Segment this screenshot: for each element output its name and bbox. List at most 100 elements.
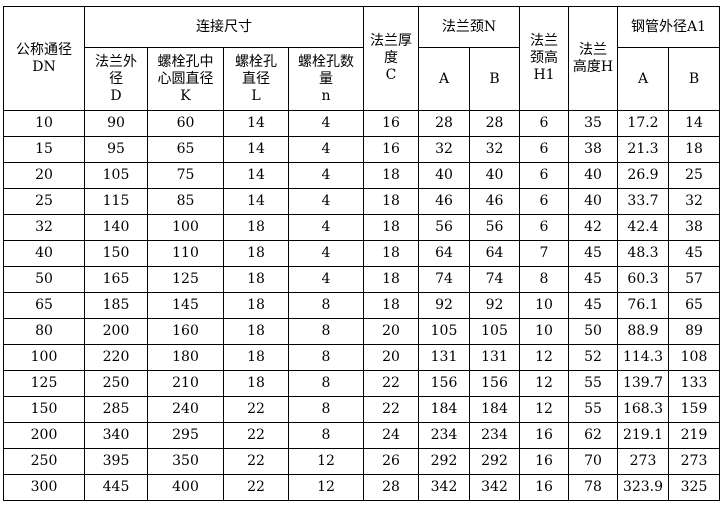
table-cell: 74 bbox=[469, 266, 520, 293]
table-cell: 32 bbox=[668, 188, 720, 215]
table-cell: 22 bbox=[223, 422, 289, 449]
table-cell: 234 bbox=[469, 422, 520, 449]
table-cell: 184 bbox=[418, 396, 470, 423]
table-row: 20 105 75 14 4 18 40 40 6 40 26.9 25 bbox=[3, 162, 720, 189]
table-cell: 105 bbox=[469, 318, 520, 345]
table-cell: 18 bbox=[363, 240, 419, 267]
table-cell: 125 bbox=[147, 266, 224, 293]
table-cell: 10 bbox=[3, 110, 85, 137]
table-cell: 18 bbox=[223, 292, 289, 319]
table-cell: 46 bbox=[418, 188, 470, 215]
table-cell: 14 bbox=[223, 136, 289, 163]
table-cell: 32 bbox=[469, 136, 520, 163]
table-cell: 45 bbox=[568, 292, 618, 319]
table-cell: 12 bbox=[519, 370, 569, 397]
header-neck-b: B bbox=[469, 47, 520, 111]
table-cell: 8 bbox=[288, 292, 364, 319]
table-cell: 168.3 bbox=[617, 396, 669, 423]
table-cell: 16 bbox=[519, 422, 569, 449]
header-pipe-od: 钢管外径A1 bbox=[617, 6, 720, 48]
table-cell: 18 bbox=[363, 188, 419, 215]
table-cell: 45 bbox=[568, 266, 618, 293]
table-cell: 42.4 bbox=[617, 214, 669, 241]
table-cell: 16 bbox=[519, 474, 569, 501]
table-cell: 6 bbox=[519, 110, 569, 137]
table-cell: 52 bbox=[568, 344, 618, 371]
table-cell: 55 bbox=[568, 396, 618, 423]
table-cell: 200 bbox=[3, 422, 85, 449]
table-cell: 20 bbox=[363, 344, 419, 371]
table-cell: 150 bbox=[3, 396, 85, 423]
table-cell: 7 bbox=[519, 240, 569, 267]
header-pipe-a: A bbox=[617, 47, 669, 111]
table-cell: 250 bbox=[3, 448, 85, 475]
table-cell: 445 bbox=[84, 474, 148, 501]
table-cell: 14 bbox=[668, 110, 720, 137]
table-cell: 28 bbox=[418, 110, 470, 137]
table-cell: 85 bbox=[147, 188, 224, 215]
table-cell: 6 bbox=[519, 136, 569, 163]
table-cell: 220 bbox=[84, 344, 148, 371]
table-cell: 17.2 bbox=[617, 110, 669, 137]
table-cell: 131 bbox=[418, 344, 470, 371]
table-cell: 8 bbox=[288, 318, 364, 345]
header-pipe-b: B bbox=[668, 47, 720, 111]
table-row: 10 90 60 14 4 16 28 28 6 35 17.2 14 bbox=[3, 110, 720, 137]
table-cell: 325 bbox=[668, 474, 720, 501]
table-cell: 14 bbox=[223, 110, 289, 137]
table-cell: 114.3 bbox=[617, 344, 669, 371]
table-cell: 125 bbox=[3, 370, 85, 397]
table-row: 80 200 160 18 8 20 105 105 10 50 88.9 89 bbox=[3, 318, 720, 345]
table-cell: 165 bbox=[84, 266, 148, 293]
table-cell: 140 bbox=[84, 214, 148, 241]
table-cell: 18 bbox=[363, 214, 419, 241]
table-cell: 78 bbox=[568, 474, 618, 501]
table-cell: 292 bbox=[418, 448, 470, 475]
table-cell: 105 bbox=[418, 318, 470, 345]
table-row: 25 115 85 14 4 18 46 46 6 40 33.7 32 bbox=[3, 188, 720, 215]
table-cell: 64 bbox=[418, 240, 470, 267]
table-cell: 76.1 bbox=[617, 292, 669, 319]
table-cell: 350 bbox=[147, 448, 224, 475]
header-d: 法兰外径 D bbox=[84, 47, 148, 111]
table-cell: 10 bbox=[519, 292, 569, 319]
header-neck: 法兰颈N bbox=[418, 6, 520, 48]
table-row: 200 340 295 22 8 24 234 234 16 62 219.1 219 bbox=[3, 422, 720, 449]
table-cell: 12 bbox=[519, 344, 569, 371]
table-row: 50 165 125 18 4 18 74 74 8 45 60.3 57 bbox=[3, 266, 720, 293]
table-cell: 4 bbox=[288, 214, 364, 241]
table-cell: 22 bbox=[223, 448, 289, 475]
table-cell: 180 bbox=[147, 344, 224, 371]
table-cell: 38 bbox=[668, 214, 720, 241]
table-cell: 48.3 bbox=[617, 240, 669, 267]
table-cell: 80 bbox=[3, 318, 85, 345]
table-cell: 150 bbox=[84, 240, 148, 267]
table-cell: 295 bbox=[147, 422, 224, 449]
table-cell: 18 bbox=[223, 240, 289, 267]
table-cell: 28 bbox=[469, 110, 520, 137]
table-cell: 32 bbox=[3, 214, 85, 241]
table-cell: 18 bbox=[363, 162, 419, 189]
header-connection: 连接尺寸 bbox=[84, 6, 364, 48]
table-cell: 14 bbox=[223, 188, 289, 215]
table-row: 125 250 210 18 8 22 156 156 12 55 139.7 133 bbox=[3, 370, 720, 397]
table-cell: 40 bbox=[568, 188, 618, 215]
table-cell: 74 bbox=[418, 266, 470, 293]
table-cell: 139.7 bbox=[617, 370, 669, 397]
table-cell: 210 bbox=[147, 370, 224, 397]
table-cell: 62 bbox=[568, 422, 618, 449]
table-cell: 35 bbox=[568, 110, 618, 137]
table-cell: 89 bbox=[668, 318, 720, 345]
table-cell: 8 bbox=[288, 344, 364, 371]
header-neck-height-h1: 法兰 颈高 H1 bbox=[519, 6, 569, 111]
table-cell: 8 bbox=[288, 396, 364, 423]
table-cell: 18 bbox=[223, 266, 289, 293]
table-cell: 22 bbox=[223, 474, 289, 501]
table-cell: 60.3 bbox=[617, 266, 669, 293]
table-cell: 4 bbox=[288, 110, 364, 137]
table-row: 65 185 145 18 8 18 92 92 10 45 76.1 65 bbox=[3, 292, 720, 319]
table-cell: 4 bbox=[288, 240, 364, 267]
table-cell: 92 bbox=[418, 292, 470, 319]
header-n: 螺栓孔数量 n bbox=[288, 47, 364, 111]
table-cell: 65 bbox=[147, 136, 224, 163]
